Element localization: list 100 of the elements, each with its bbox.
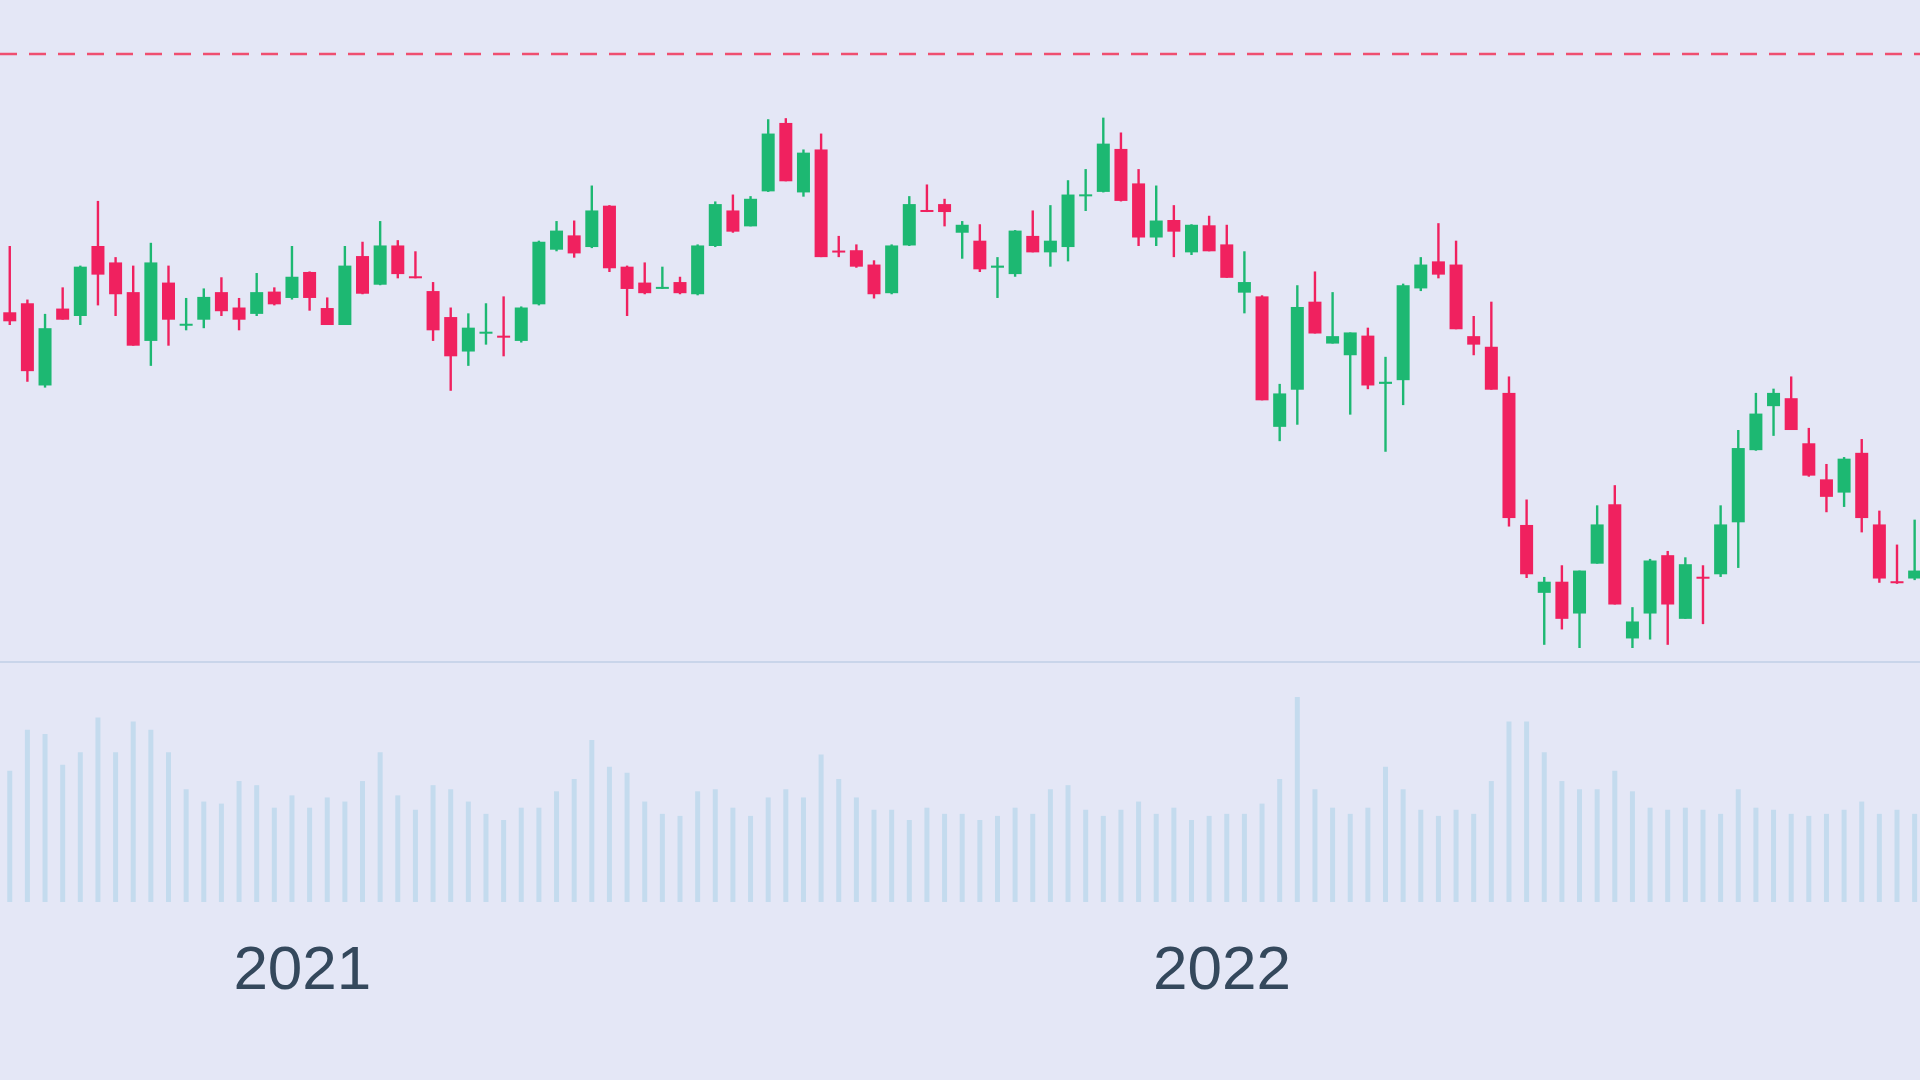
bar <box>324 797 330 902</box>
bar <box>1471 813 1477 902</box>
candlestick <box>267 286 281 307</box>
bar <box>800 797 806 902</box>
candlestick <box>920 183 934 214</box>
candlestick <box>638 261 652 296</box>
candlestick <box>1908 518 1920 582</box>
bar <box>1894 809 1900 902</box>
bar <box>959 813 965 902</box>
candlestick <box>1149 184 1163 248</box>
bar <box>589 740 595 902</box>
bar <box>1065 785 1071 902</box>
bar <box>7 770 13 902</box>
bar <box>1876 813 1882 902</box>
bar <box>871 809 877 902</box>
bar <box>1700 809 1706 902</box>
bar <box>730 807 736 902</box>
candlestick <box>1696 564 1710 626</box>
bar <box>236 781 242 902</box>
bar <box>1453 809 1459 902</box>
bar <box>924 807 930 902</box>
candlestick <box>832 234 846 259</box>
bar <box>395 795 401 902</box>
bar <box>1718 813 1724 902</box>
bar <box>994 815 1000 902</box>
bar <box>1823 813 1829 902</box>
bar <box>977 820 983 902</box>
bar <box>1153 813 1159 902</box>
bar <box>1118 809 1124 902</box>
bar <box>360 781 366 902</box>
candlestick <box>1167 203 1181 259</box>
bar <box>1506 721 1512 902</box>
bar <box>624 772 630 902</box>
bar <box>113 752 119 902</box>
bar <box>571 779 577 902</box>
bar <box>1418 809 1424 902</box>
bar <box>1612 770 1618 902</box>
bar <box>1859 801 1865 902</box>
bar <box>501 820 507 902</box>
candlestick <box>955 219 969 260</box>
candlestick <box>1237 250 1251 315</box>
bar <box>836 779 842 902</box>
bar <box>1012 807 1018 902</box>
candlestick <box>1467 314 1481 357</box>
candlestick <box>285 244 299 301</box>
bar <box>166 752 171 902</box>
bar <box>906 820 912 902</box>
bar <box>218 803 224 902</box>
bar <box>130 721 136 902</box>
bar <box>1330 807 1336 902</box>
bar <box>818 754 824 902</box>
bar <box>765 797 771 902</box>
bar <box>148 729 154 902</box>
bar <box>77 752 83 902</box>
candlestick <box>197 287 211 330</box>
bar <box>1629 791 1635 902</box>
bar <box>1224 813 1230 902</box>
bar <box>1647 807 1653 902</box>
bar <box>1524 721 1530 902</box>
candlestick <box>1326 290 1340 345</box>
bar <box>1259 803 1265 902</box>
candlestick <box>3 244 17 327</box>
candlestick <box>726 193 740 234</box>
candlestick <box>1343 331 1357 416</box>
bar <box>853 797 859 902</box>
candlestick <box>1379 355 1393 453</box>
bar <box>24 729 30 902</box>
candlestick <box>179 296 193 332</box>
bar <box>183 789 189 902</box>
candlestick <box>550 219 564 253</box>
candlestick <box>938 197 952 228</box>
candlestick <box>214 276 228 318</box>
candlestick <box>990 255 1004 300</box>
bar <box>889 809 895 902</box>
bar <box>1171 807 1177 902</box>
candlestick <box>1431 221 1445 280</box>
x-tick-label: 2022 <box>1153 933 1292 1003</box>
bar <box>712 789 718 902</box>
bar <box>1771 809 1777 902</box>
bar <box>448 789 454 902</box>
bar <box>271 807 277 902</box>
candlestick <box>408 250 422 280</box>
candlestick <box>1079 167 1093 213</box>
bar <box>1594 789 1600 902</box>
bar <box>1312 789 1318 902</box>
candlestick <box>232 296 246 332</box>
candlestick <box>1026 209 1040 254</box>
candlestick <box>849 243 863 269</box>
bar <box>42 733 48 902</box>
bar <box>1188 820 1194 902</box>
candlestick <box>461 312 475 368</box>
bar <box>1365 807 1371 902</box>
bar <box>1559 781 1565 902</box>
bar <box>677 815 683 902</box>
candlestick <box>655 265 669 291</box>
candlestick <box>497 295 511 358</box>
bar <box>1294 697 1300 902</box>
bar <box>430 785 436 902</box>
candlestick <box>1414 255 1428 293</box>
bar <box>1030 813 1036 902</box>
